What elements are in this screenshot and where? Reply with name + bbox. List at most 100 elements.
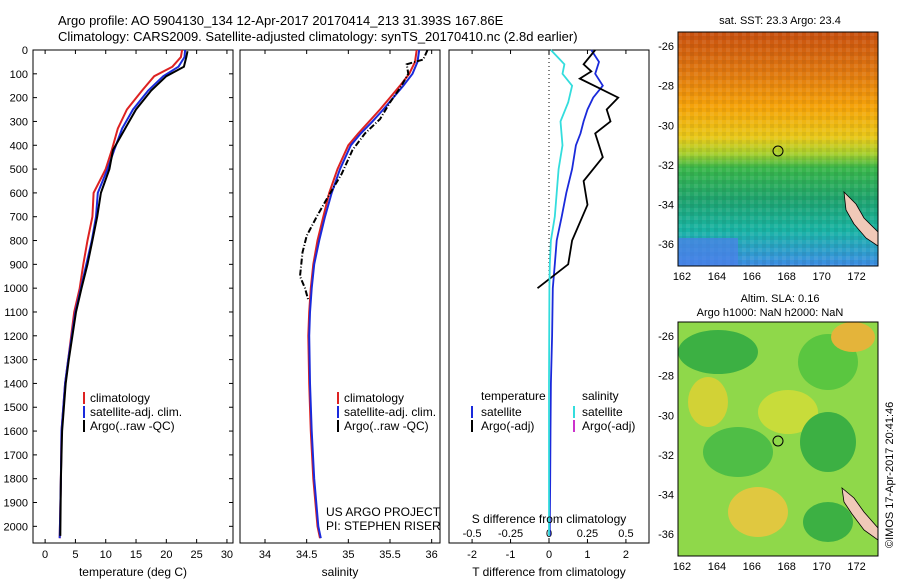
depth-tick-label: 1100 — [4, 307, 28, 319]
argo-location-marker — [772, 145, 784, 157]
s-difference-top-ticks: -0.5 -0.25 0 0.25 0.5 — [463, 528, 634, 540]
difference-profiles — [536, 49, 620, 536]
x-tick-label: 15 — [130, 549, 142, 561]
argo-location-marker — [772, 435, 784, 447]
top-tick-label: -0.5 — [463, 528, 482, 540]
sla-high-blob — [831, 322, 875, 352]
map-y-tick-label: -32 — [658, 450, 674, 462]
map-y-tick-label: -30 — [658, 120, 674, 132]
map-y-tick-label: -32 — [658, 160, 674, 172]
temperature-xlabel: temperature (deg C) — [79, 565, 187, 579]
sla-low-blob — [678, 330, 758, 374]
map-x-tick-label: 172 — [847, 561, 865, 573]
depth-tick-label: 1000 — [4, 283, 28, 295]
depth-tick-label: 1600 — [4, 426, 28, 438]
salinity-x-ticks: 34 34.5 35 35.5 36 — [259, 50, 438, 561]
header-line2: Climatology: CARS2009. Satellite-adjuste… — [58, 29, 578, 44]
x-tick-label: 30 — [221, 549, 233, 561]
temperature-legend: climatology satellite-adj. clim. Argo(..… — [83, 391, 182, 433]
legend-satellite-label: satellite-adj. clim. — [90, 405, 182, 419]
legend-climatology-label: climatology — [90, 391, 150, 405]
t-difference-xlabel: T difference from climatology — [472, 565, 626, 579]
series-line-2 — [548, 49, 574, 536]
sla-map-area — [678, 322, 878, 556]
pi-annotation: PI: STEPHEN RISER — [326, 519, 441, 533]
map-x-tick-label: 162 — [673, 271, 691, 283]
x-tick-label: 20 — [160, 549, 172, 561]
legend-s-argo-label: Argo(-adj) — [582, 419, 635, 433]
depth-tick-label: 1900 — [4, 498, 28, 510]
depth-tick-label: 600 — [10, 188, 28, 200]
x-tick-label: -2 — [467, 549, 477, 561]
map-y-tick-label: -26 — [658, 331, 674, 343]
legend-t-argo-label: Argo(-adj) — [481, 419, 534, 433]
top-tick-label: 0.5 — [618, 528, 633, 540]
sla-map-ticks: 162 164 166 168 170 172 -26 -28 -30 -32 -34 -36 — [658, 331, 866, 573]
map-x-tick-label: 166 — [743, 561, 761, 573]
depth-tick-label: 2000 — [4, 521, 28, 533]
header-line1: Argo profile: AO 5904130_134 12-Apr-2017… — [58, 13, 504, 28]
map-x-tick-label: 164 — [708, 561, 726, 573]
salinity-plot-frame — [239, 49, 441, 544]
map-x-tick-label: 168 — [778, 561, 796, 573]
map-y-tick-label: -28 — [658, 371, 674, 383]
depth-tick-label: 900 — [10, 259, 28, 271]
x-tick-label: 34.5 — [296, 549, 317, 561]
map-y-tick-label: -34 — [658, 200, 674, 212]
depth-tick-label: 1800 — [4, 474, 28, 486]
depth-tick-label: 100 — [10, 69, 28, 81]
map-y-tick-label: -26 — [658, 41, 674, 53]
salinity-legend: climatology satellite-adj. clim. Argo(..… — [337, 391, 436, 433]
sla-high-blob — [728, 487, 788, 537]
depth-tick-label: 0 — [22, 45, 28, 57]
sla-low-blob — [803, 502, 853, 542]
temperature-profiles — [58, 49, 189, 539]
legend-s-satellite-label: satellite — [582, 405, 623, 419]
map-y-tick-label: -30 — [658, 410, 674, 422]
legend-satellite-label: satellite-adj. clim. — [344, 405, 436, 419]
map-y-tick-label: -36 — [658, 239, 674, 251]
new-caledonia-coast — [841, 487, 878, 541]
t-difference-x-ticks: -2 -1 0 1 2 — [467, 50, 629, 561]
depth-tick-label: 800 — [10, 236, 28, 248]
x-tick-label: 2 — [623, 549, 629, 561]
sst-map-title: sat. SST: 23.3 Argo: 23.4 — [719, 15, 841, 27]
sla-map-title2: Argo h1000: NaN h2000: NaN — [697, 307, 844, 319]
map-x-tick-label: 168 — [778, 271, 796, 283]
map-x-tick-label: 162 — [673, 561, 691, 573]
series-line-0 — [548, 49, 604, 536]
legend-argo-label: Argo(..raw -QC) — [344, 419, 429, 433]
project-annotation: US ARGO PROJECT — [326, 505, 441, 519]
salinity-profiles — [298, 49, 429, 539]
sla-map-title1: Altim. SLA: 0.16 — [741, 293, 820, 305]
temperature-panel: 0 5 10 15 20 25 30 010020030040050060070080090… — [4, 45, 649, 579]
temperature-x-ticks: 0 5 10 15 20 25 30 — [42, 50, 233, 561]
temperature-plot-frame — [32, 49, 234, 544]
salinity-xlabel: salinity — [322, 565, 359, 579]
depth-tick-label: 500 — [10, 164, 28, 176]
x-tick-label: 34 — [259, 549, 271, 561]
new-caledonia-coast — [843, 190, 878, 247]
s-difference-label: S difference from climatology — [472, 512, 627, 526]
map-y-tick-label: -34 — [658, 490, 674, 502]
x-tick-label: 35 — [342, 549, 354, 561]
difference-panel: -2 -1 0 1 2 -0.5 -0.25 0 0.25 0.5 temperature sa… — [448, 49, 650, 579]
depth-tick-label: 200 — [10, 93, 28, 105]
sla-high-blob — [758, 390, 818, 434]
map-y-tick-label: -28 — [658, 81, 674, 93]
depth-tick-label: 1300 — [4, 355, 28, 367]
x-tick-label: 1 — [584, 549, 590, 561]
map-x-tick-label: 170 — [812, 271, 830, 283]
sla-low-blob — [800, 412, 856, 472]
depth-tick-label: 1200 — [4, 331, 28, 343]
sla-map-panel: Altim. SLA: 0.16 Argo h1000: NaN h2000: … — [658, 293, 879, 573]
sla-high-blob — [688, 377, 728, 427]
sst-map-ticks: 162 164 166 168 170 172 -26 -28 -30 -32 -34 -36 — [658, 41, 866, 283]
x-tick-label: 5 — [72, 549, 78, 561]
imos-credit: ©IMOS 17-Apr-2017 20:41:46 — [884, 402, 896, 548]
depth-tick-label: 1500 — [4, 402, 28, 414]
salinity-panel: 34 34.5 35 35.5 36 climatology satellite-adj… — [239, 49, 441, 579]
legend-argo-label: Argo(..raw -QC) — [90, 419, 175, 433]
sla-low-blob — [703, 427, 773, 477]
